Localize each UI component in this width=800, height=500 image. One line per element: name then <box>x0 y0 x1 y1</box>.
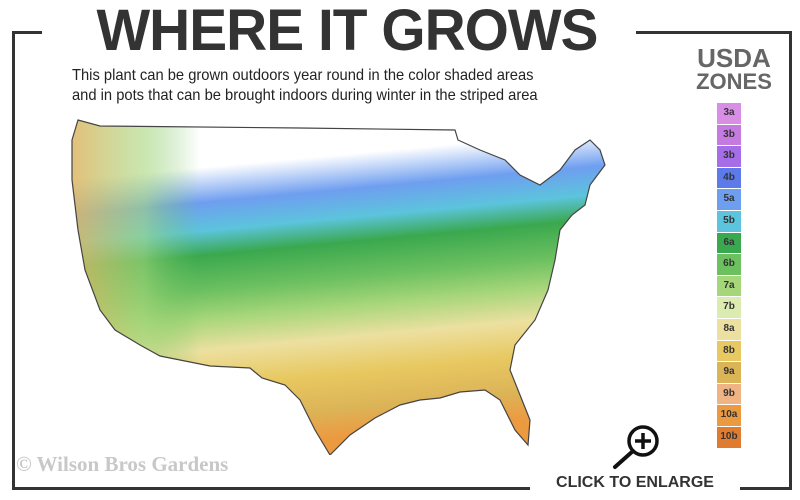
legend-zone-7a: 7a <box>717 275 741 297</box>
page-title: WHERE IT GROWS <box>96 0 599 63</box>
subtitle-line-2: and in pots that can be brought indoors … <box>72 87 538 104</box>
legend-zone-8b: 8b <box>717 340 741 362</box>
legend-zone-6b: 6b <box>717 254 741 275</box>
legend-zone-3b: 3b <box>717 124 741 146</box>
legend-zone-10a: 10a <box>717 405 741 426</box>
legend-title-line-1: USDA <box>697 43 771 73</box>
legend-zone-8a: 8a <box>717 318 741 340</box>
legend-zone-3a: 3a <box>717 103 741 124</box>
frame-right <box>789 31 792 490</box>
legend-zone-7b: 7b <box>717 297 741 318</box>
legend-zone-5a: 5a <box>717 189 741 210</box>
legend-zone-5b: 5b <box>717 210 741 232</box>
legend-zone-10b: 10b <box>717 426 741 448</box>
subtitle-line-1: This plant can be grown outdoors year ro… <box>72 67 534 84</box>
zoom-in-icon[interactable] <box>605 423 665 473</box>
legend-zone-4b: 4b <box>717 167 741 189</box>
subtitle: This plant can be grown outdoors year ro… <box>72 66 538 106</box>
legend-zone-3b: 3b <box>717 146 741 167</box>
legend-zone-6a: 6a <box>717 232 741 254</box>
legend-zone-9a: 9a <box>717 362 741 383</box>
click-to-enlarge-button[interactable]: CLICK TO ENLARGE <box>530 474 740 492</box>
usa-zone-map[interactable] <box>60 110 620 455</box>
legend-title-line-2: ZONES <box>696 69 772 94</box>
frame-top-left <box>12 31 42 34</box>
frame-bottom <box>12 487 792 490</box>
west-coast-zones <box>72 120 200 455</box>
frame-left <box>12 31 15 490</box>
legend-title: USDA ZONES <box>676 43 792 94</box>
legend-zone-9b: 9b <box>717 383 741 405</box>
zone-legend: 3a 3b 3b 4b 5a 5b 6a 6b 7a 7b 8a 8b 9a 9b 10a 10b <box>717 103 741 449</box>
frame-top-right <box>636 31 792 34</box>
copyright: © Wilson Bros Gardens <box>16 452 229 476</box>
